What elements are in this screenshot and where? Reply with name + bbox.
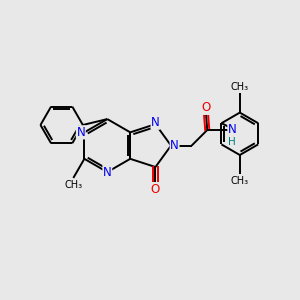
Text: CH₃: CH₃: [231, 82, 249, 92]
Text: N: N: [76, 126, 85, 139]
Text: CH₃: CH₃: [231, 176, 249, 186]
Text: N: N: [170, 139, 179, 152]
Text: N: N: [151, 116, 160, 129]
Text: CH₃: CH₃: [64, 180, 83, 190]
Text: H: H: [228, 137, 236, 147]
Text: O: O: [151, 183, 160, 196]
Text: N: N: [228, 124, 237, 136]
Text: O: O: [201, 101, 210, 114]
Text: N: N: [103, 166, 112, 178]
